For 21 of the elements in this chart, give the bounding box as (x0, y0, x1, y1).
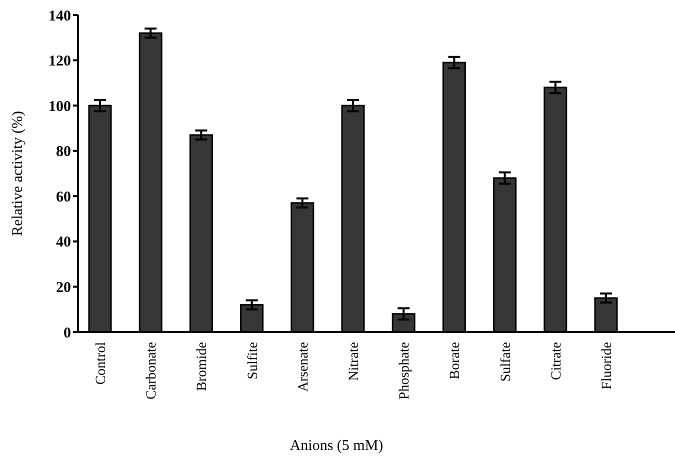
x-tick-label: Borate (448, 342, 464, 380)
x-tick-label: Nitrate (347, 342, 362, 381)
y-tick-label: 40 (56, 234, 71, 251)
x-tick-label: Control (94, 342, 109, 385)
x-tick-label: Arsenate (296, 342, 312, 392)
x-tick-label: Sulfite (246, 342, 261, 380)
y-tick-label: 80 (56, 144, 71, 160)
y-tick-label: 0 (64, 325, 71, 342)
y-tick-label: 140 (48, 8, 71, 24)
y-axis-title: Relative activity (%) (10, 111, 26, 236)
x-tick-label: Bromide (195, 342, 210, 391)
x-tick-label: Phosphate (398, 342, 413, 400)
y-tick-label: 20 (56, 280, 71, 296)
x-axis-title: Anions (5 mM) (290, 438, 384, 454)
x-tick-label: Carbonate (144, 342, 160, 400)
y-tick-label: 100 (48, 98, 71, 115)
x-tick-label: Citrate (549, 342, 564, 380)
y-tick-label: 120 (48, 54, 71, 70)
x-tick-label: Sulfate (498, 342, 514, 382)
y-tick-label: 60 (56, 189, 71, 206)
x-tick-label: Fluoride (600, 342, 615, 390)
